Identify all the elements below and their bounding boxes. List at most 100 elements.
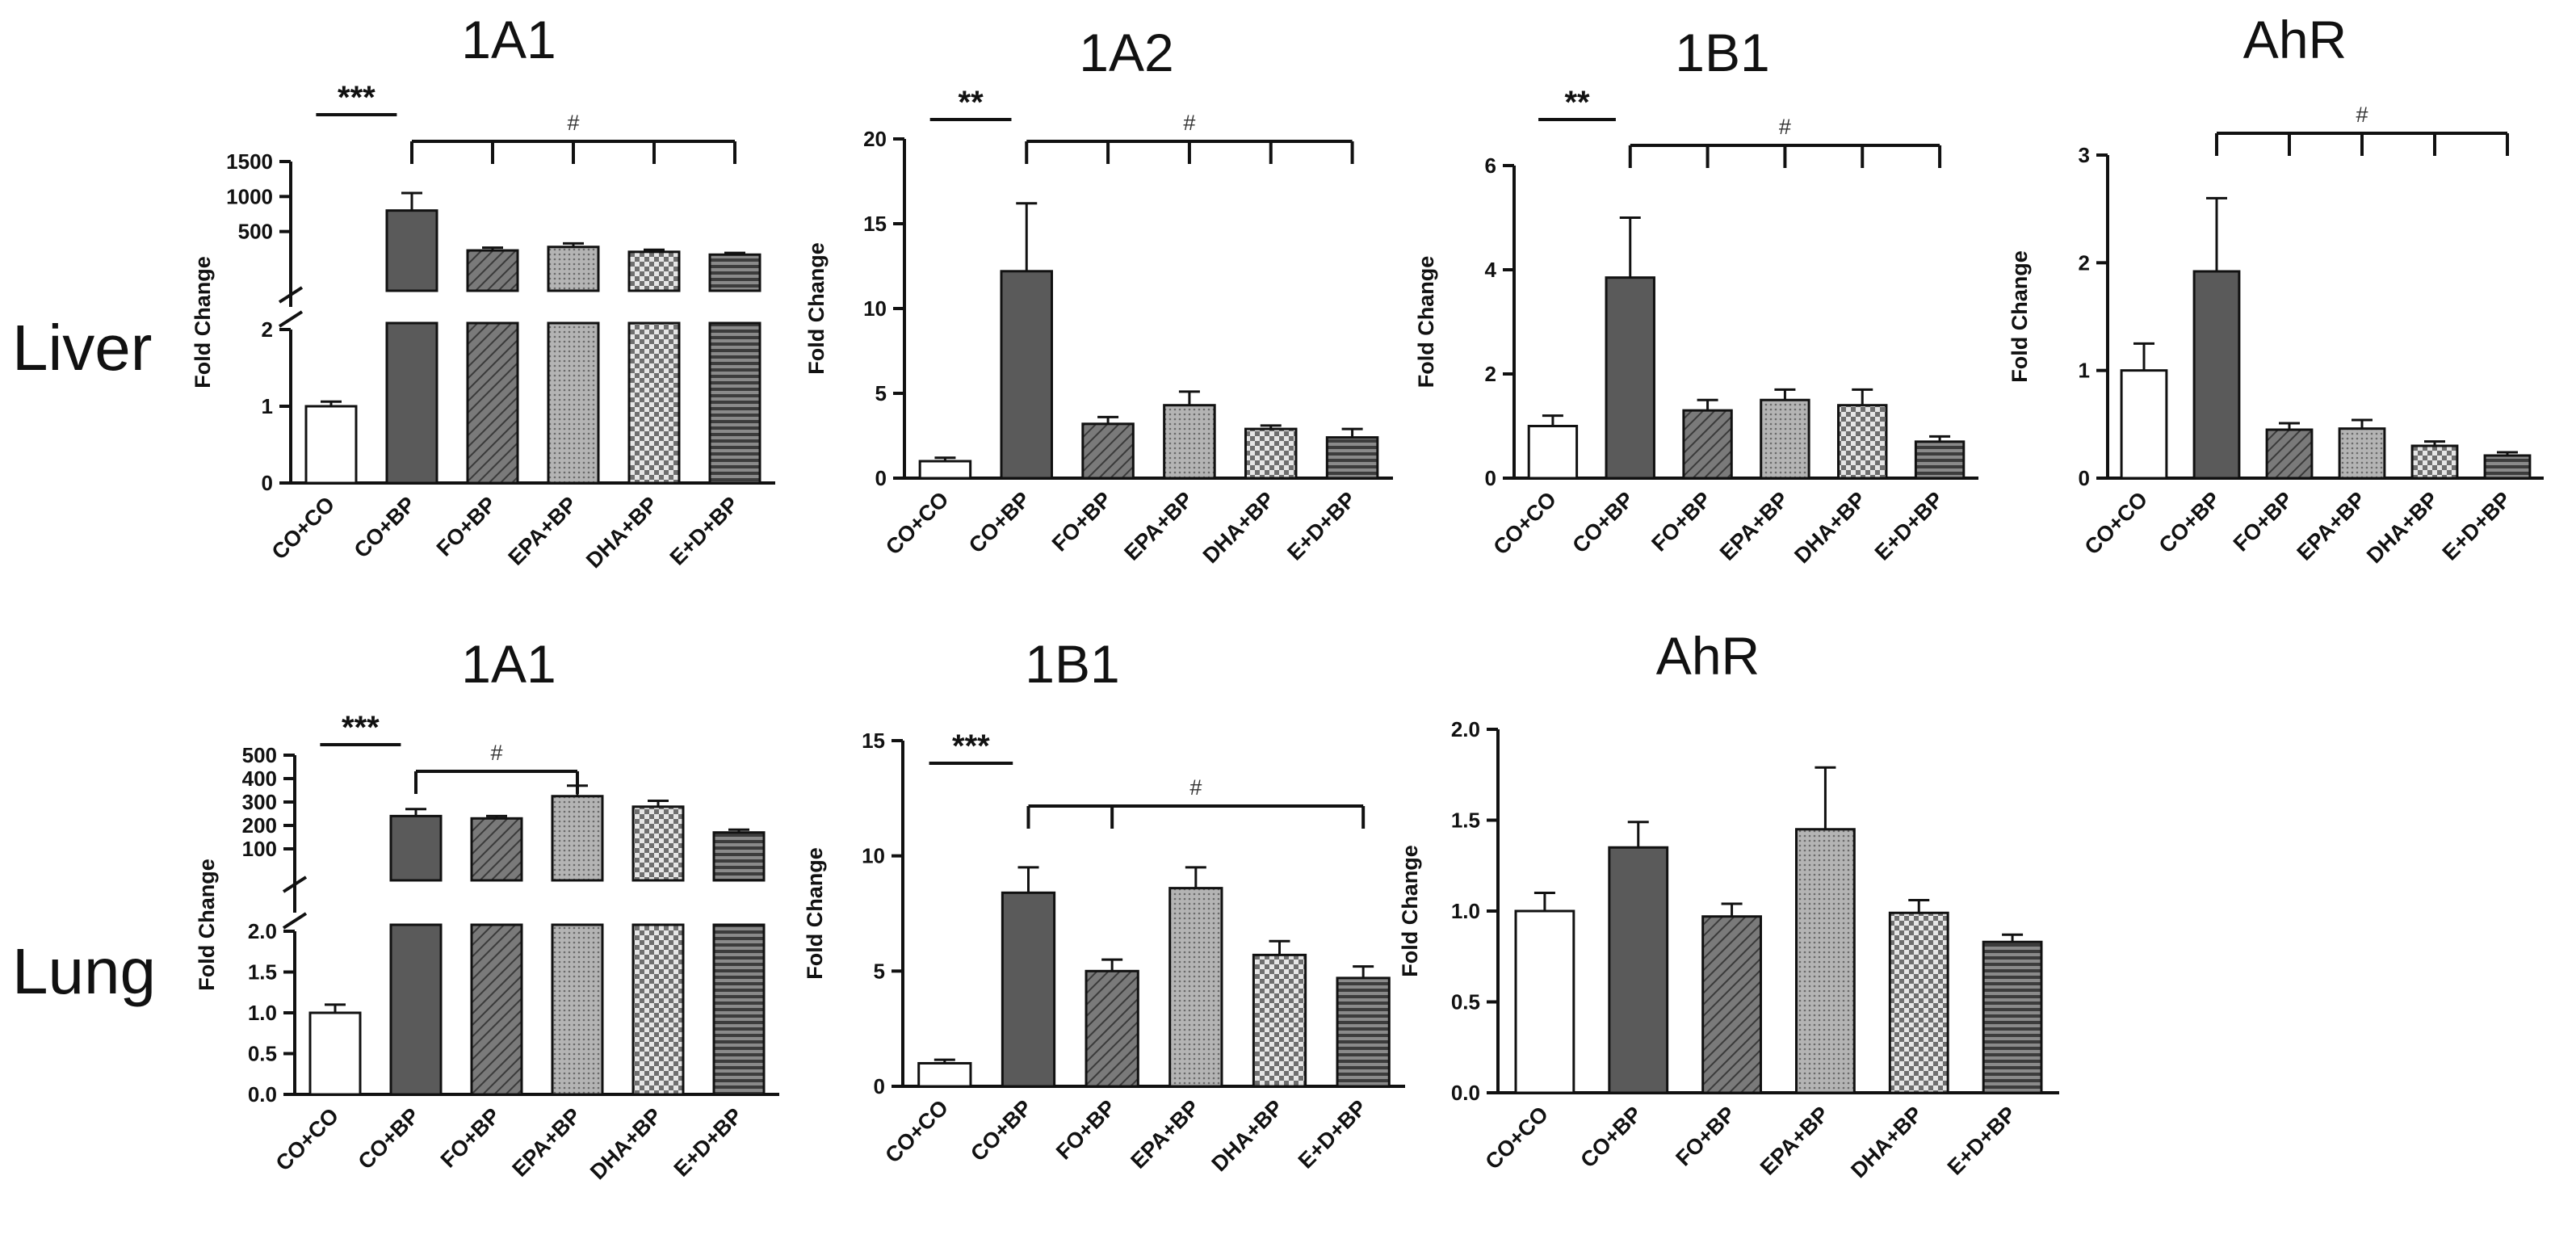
y-tick-label: 1 bbox=[2079, 359, 2090, 383]
x-category-label: DHA+BP bbox=[1198, 487, 1279, 568]
x-category-label: EPA+BP bbox=[508, 1103, 586, 1182]
x-category-label: E+D+BP bbox=[1943, 1102, 2021, 1180]
chart-title: AhR bbox=[2243, 10, 2347, 69]
chart-panel-liver-ahr: AhR Fold Change 0 1 2 3 CO+CO CO+BP FO+BPEPA+BPD… bbox=[2008, 10, 2544, 568]
x-category-label: EPA+BP bbox=[1126, 1095, 1204, 1174]
bar bbox=[2265, 428, 2314, 480]
y-axis-label: Fold Change bbox=[191, 256, 215, 388]
bar bbox=[712, 831, 766, 882]
bar bbox=[1168, 887, 1223, 1088]
x-category-label: DHA+BP bbox=[585, 1103, 666, 1184]
y-tick-label: 100 bbox=[242, 837, 277, 861]
y-tick-label: 5 bbox=[874, 959, 885, 983]
bar bbox=[551, 923, 604, 1096]
x-category-label: CO+BP bbox=[964, 487, 1035, 558]
x-category-label: CO+CO bbox=[881, 487, 954, 560]
y-tick-label: 0 bbox=[2079, 466, 2090, 490]
bar bbox=[2483, 454, 2532, 480]
bar bbox=[1163, 404, 1216, 480]
bar bbox=[551, 795, 604, 882]
bar bbox=[1888, 911, 1949, 1094]
x-category-label: E+D+BP bbox=[1870, 487, 1949, 565]
x-category-label: FO+BP bbox=[1051, 1095, 1120, 1164]
y-tick-label: 500 bbox=[242, 743, 277, 767]
bar bbox=[1982, 940, 2043, 1094]
x-category-label: CO+BP bbox=[1575, 1102, 1647, 1173]
bar bbox=[1682, 409, 1733, 480]
hash-label: # bbox=[2356, 103, 2368, 127]
chart-panel-lung-ahr: AhR Fold Change 0.0 0.5 1.0 1.5 2.0 CO+CO CO+BP F… bbox=[1398, 626, 2059, 1182]
x-category-label: FO+BP bbox=[432, 492, 501, 561]
x-category-label: EPA+BP bbox=[1119, 487, 1198, 565]
bar bbox=[389, 923, 443, 1096]
bar bbox=[1837, 404, 1888, 480]
bar bbox=[1244, 427, 1298, 480]
y-tick-label: 0 bbox=[874, 1074, 885, 1098]
significance-stars: ** bbox=[1564, 85, 1590, 120]
chart-panel-liver-1a2: 1A2 Fold Change 0 5 10 15 20 CO+CO CO+BP FO+BP EPA… bbox=[804, 23, 1393, 568]
x-category-label: E+D+BP bbox=[2438, 487, 2516, 565]
x-category-label: E+D+BP bbox=[669, 1103, 748, 1182]
y-tick-label: 1500 bbox=[226, 149, 273, 174]
significance-stars: ** bbox=[959, 85, 984, 120]
y-tick-label: 1 bbox=[262, 394, 273, 418]
y-tick-label: 1.0 bbox=[1451, 899, 1480, 923]
hash-label: # bbox=[1183, 111, 1195, 135]
x-category-label: EPA+BP bbox=[1756, 1102, 1834, 1180]
significance-stars: *** bbox=[952, 729, 990, 764]
bar bbox=[1701, 915, 1762, 1094]
y-tick-label: 4 bbox=[1485, 258, 1497, 282]
x-category-label: CO+CO bbox=[271, 1103, 344, 1176]
hash-label: # bbox=[1189, 775, 1202, 800]
bar bbox=[2192, 270, 2241, 480]
x-category-label: CO+BP bbox=[1567, 487, 1638, 558]
bar bbox=[547, 321, 600, 485]
bar bbox=[1514, 909, 1575, 1094]
bar bbox=[2338, 427, 2386, 480]
y-tick-label: 3 bbox=[2079, 143, 2090, 167]
y-axis-label: Fold Change bbox=[1414, 256, 1438, 388]
bar bbox=[2410, 444, 2459, 480]
y-tick-label: 2 bbox=[2079, 250, 2090, 275]
y-tick-label: 10 bbox=[862, 844, 885, 868]
y-tick-label: 1.0 bbox=[248, 1001, 277, 1025]
y-tick-label: 0 bbox=[1485, 466, 1496, 490]
chart-title: 1A1 bbox=[461, 10, 556, 69]
x-category-label: FO+BP bbox=[1671, 1102, 1739, 1170]
y-tick-label: 15 bbox=[862, 729, 885, 753]
bar bbox=[1760, 398, 1810, 480]
bar bbox=[627, 321, 681, 485]
significance-stars: *** bbox=[338, 80, 375, 115]
y-axis-label: Fold Change bbox=[804, 242, 829, 375]
x-category-label: E+D+BP bbox=[665, 492, 744, 570]
axis-break-mark bbox=[278, 286, 304, 304]
y-tick-label: 1.5 bbox=[1451, 808, 1480, 833]
x-category-label: DHA+BP bbox=[581, 492, 662, 573]
chart-panel-lung-1b1: 1B1 Fold Change 0 5 10 15 CO+CO CO+BP FO+BP EPA+B… bbox=[803, 634, 1405, 1176]
x-category-label: E+D+BP bbox=[1294, 1095, 1372, 1174]
y-tick-label: 0.5 bbox=[248, 1042, 277, 1066]
x-category-label: FO+BP bbox=[436, 1103, 505, 1172]
y-tick-label: 20 bbox=[863, 127, 887, 151]
bar bbox=[1000, 270, 1054, 480]
y-tick-label: 2 bbox=[262, 317, 273, 342]
x-category-label: DHA+BP bbox=[1206, 1095, 1287, 1176]
axis-break-mark bbox=[282, 912, 308, 930]
bar bbox=[712, 923, 766, 1096]
bar bbox=[1325, 436, 1379, 480]
hash-label: # bbox=[567, 111, 579, 135]
y-tick-label: 2.0 bbox=[1451, 717, 1480, 741]
x-category-label: FO+BP bbox=[2229, 487, 2297, 556]
x-category-label: CO+BP bbox=[2154, 487, 2226, 558]
x-category-label: FO+BP bbox=[1647, 487, 1715, 556]
chart-title: AhR bbox=[1656, 626, 1760, 686]
bar bbox=[708, 321, 761, 485]
y-tick-label: 0 bbox=[262, 471, 273, 495]
bar bbox=[466, 249, 519, 292]
x-category-label: CO+CO bbox=[1489, 487, 1562, 560]
y-axis-label: Fold Change bbox=[195, 859, 219, 991]
y-tick-label: 400 bbox=[242, 766, 277, 791]
bar bbox=[1252, 953, 1307, 1088]
chart-title: 1A2 bbox=[1079, 23, 1173, 82]
y-tick-label: 0.0 bbox=[1451, 1081, 1480, 1105]
